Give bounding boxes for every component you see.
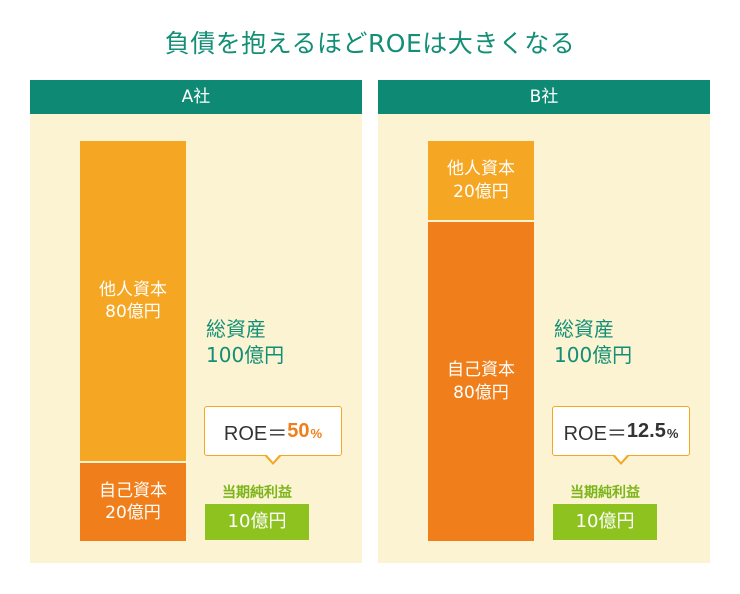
- company-b-total-assets-value: 100億円: [554, 343, 633, 367]
- company-b-panel: B社 他人資本 20億円 自己資本 80億円 総資産 100億円 ROE＝ 12…: [378, 80, 710, 563]
- company-b-own-capital-label: 自己資本: [447, 360, 515, 381]
- company-a-total-assets-label: 総資産: [206, 317, 266, 341]
- company-a-other-capital-label: 他人資本: [99, 279, 167, 300]
- company-b-roe-pointer-inner: [614, 454, 628, 462]
- company-b-header: B社: [378, 80, 710, 114]
- company-a-roe-pointer-inner: [266, 454, 280, 462]
- company-a-roe-unit: %: [310, 425, 323, 441]
- company-a-bar-divider: [80, 461, 186, 463]
- company-a-other-capital-value: 80億円: [105, 302, 161, 322]
- company-a-roe-callout: ROE＝ 50 %: [204, 406, 342, 465]
- company-b-other-capital-value: 20億円: [453, 181, 509, 202]
- company-b-net-profit-label: 当期純利益: [570, 485, 640, 501]
- company-b-roe-unit: %: [666, 425, 679, 441]
- company-a-header: A社: [30, 80, 362, 114]
- company-a-own-capital-label: 自己資本: [99, 480, 167, 501]
- company-b-roe-value: 12.5: [626, 419, 666, 442]
- company-b-net-profit-box: 10億円: [553, 504, 657, 540]
- company-b-bar-divider: [428, 220, 534, 222]
- company-a-other-capital-bar: 他人資本 80億円: [80, 141, 186, 461]
- company-b-total-assets-label: 総資産: [554, 317, 614, 341]
- company-a-panel: A社 他人資本 80億円 自己資本 20億円 総資産 100億円 ROE＝ 50…: [30, 80, 362, 563]
- company-a-own-capital-bar: 自己資本 20億円: [80, 463, 186, 541]
- company-b-total-assets: 総資産 100億円: [554, 316, 632, 368]
- company-b-own-capital-value: 80億円: [453, 382, 509, 403]
- company-a-net-profit-box: 10億円: [205, 504, 309, 540]
- company-b-other-capital-label: 他人資本: [447, 159, 515, 180]
- company-b-other-capital-bar: 他人資本 20億円: [428, 141, 534, 220]
- company-a-roe-value: 50: [287, 419, 310, 442]
- company-b-roe-callout: ROE＝ 12.5 %: [552, 406, 690, 465]
- company-b-own-capital-bar: 自己資本 80億円: [428, 222, 534, 541]
- company-a-total-assets-value: 100億円: [206, 343, 285, 367]
- company-b-roe-prefix: ROE＝: [563, 422, 627, 445]
- company-a-roe-prefix: ROE＝: [223, 422, 288, 445]
- company-a-own-capital-value: 20億円: [105, 503, 161, 523]
- company-a-net-profit-label: 当期純利益: [222, 485, 292, 501]
- company-a-total-assets: 総資産 100億円: [206, 316, 284, 368]
- page-title: 負債を抱えるほどROEは大きくなる: [164, 29, 576, 58]
